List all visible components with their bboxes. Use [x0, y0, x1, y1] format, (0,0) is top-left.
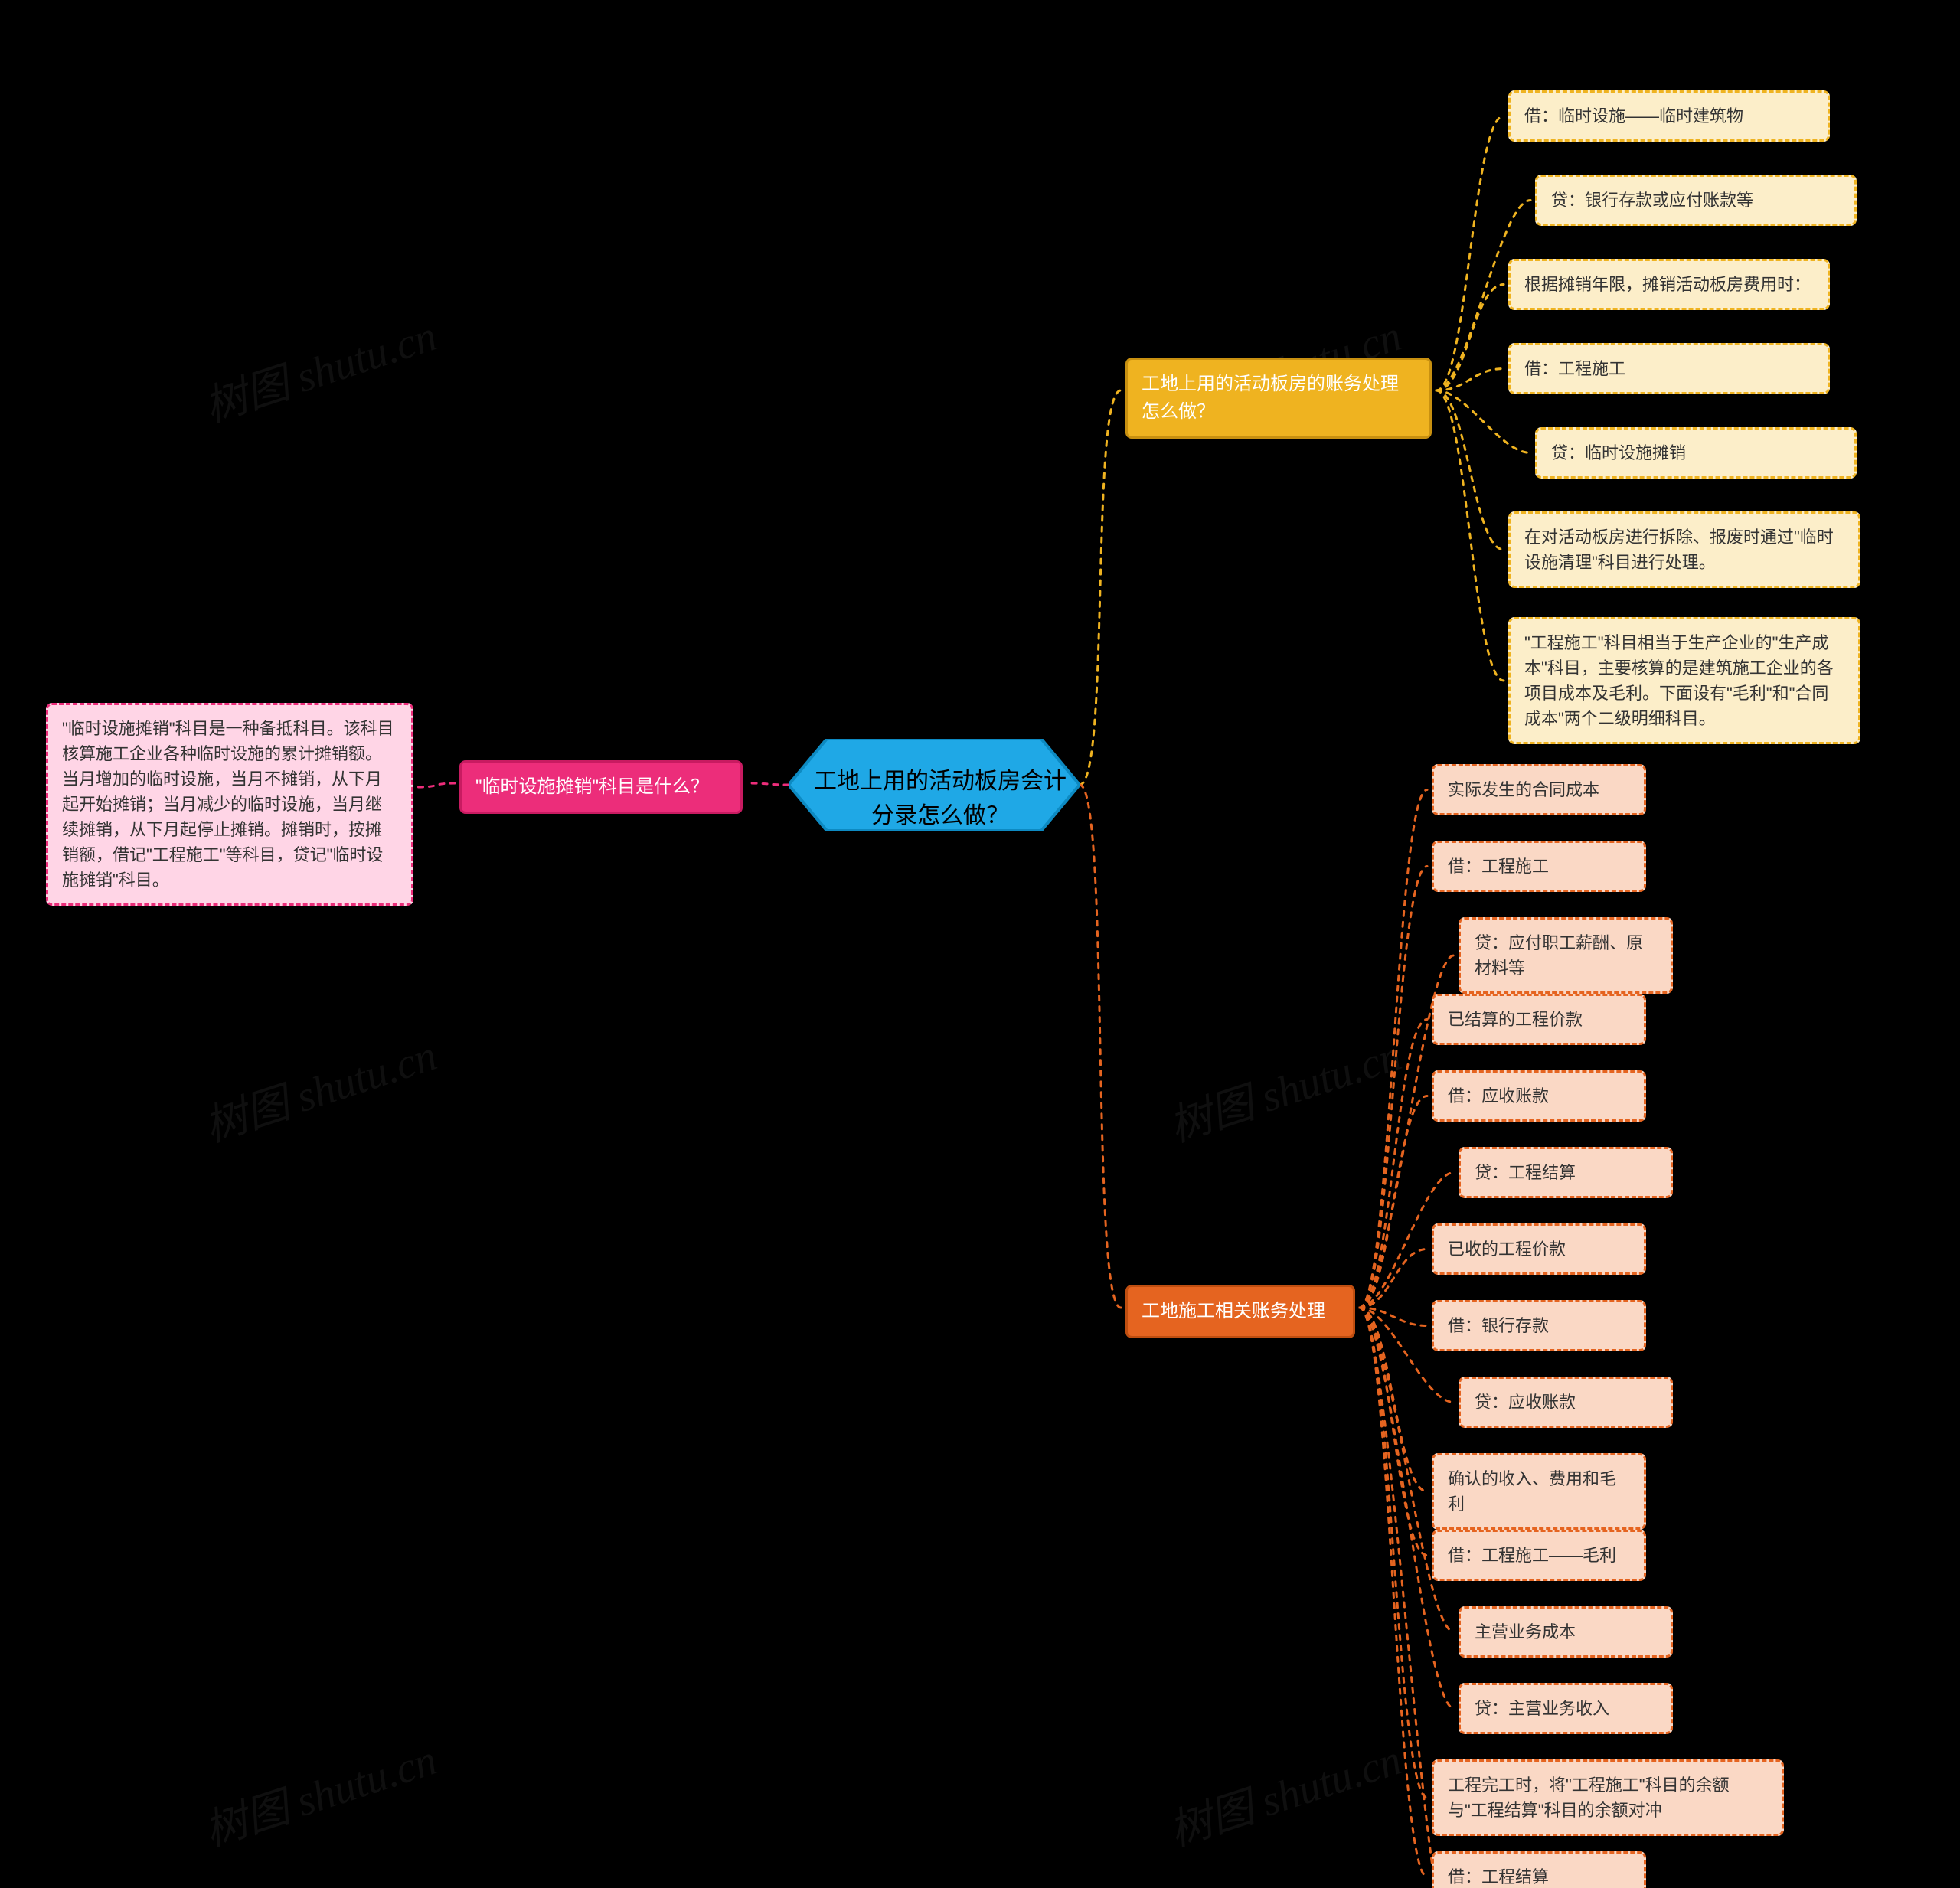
right-bottom-branch-label: 工地施工相关账务处理	[1125, 1285, 1355, 1338]
right-bottom-leaf: 借：工程结算	[1432, 1851, 1646, 1888]
diagram-canvas: 树图 shutu.cn 树图 shutu.cn 树图 shutu.cn 树图 shut…	[0, 0, 1960, 1888]
right-top-leaf: "工程施工"科目相当于生产企业的"生产成本"科目，主要核算的是建筑施工企业的各项…	[1508, 617, 1860, 744]
right-top-leaf: 贷：银行存款或应付账款等	[1535, 175, 1857, 226]
right-bottom-leaf: 工程完工时，将"工程施工"科目的余额与"工程结算"科目的余额对冲	[1432, 1759, 1784, 1836]
right-bottom-leaf: 主营业务成本	[1459, 1606, 1673, 1658]
right-bottom-leaf: 已结算的工程价款	[1432, 994, 1646, 1045]
right-top-leaf: 借：工程施工	[1508, 343, 1830, 394]
watermark: 树图 shutu.cn	[195, 1725, 443, 1858]
watermark: 树图 shutu.cn	[195, 301, 443, 434]
watermark: 树图 shutu.cn	[1160, 1021, 1408, 1154]
right-bottom-leaf: 借：工程施工	[1432, 841, 1646, 892]
left-branch-label: "临时设施摊销"科目是什么？	[459, 760, 743, 814]
right-top-leaf: 贷：临时设施摊销	[1535, 427, 1857, 479]
center-node: 工地上用的活动板房会计分录怎么做？	[789, 739, 1092, 858]
watermark: 树图 shutu.cn	[1160, 1725, 1408, 1858]
right-top-leaf: 根据摊销年限，摊销活动板房费用时：	[1508, 259, 1830, 310]
right-bottom-leaf: 贷：工程结算	[1459, 1147, 1673, 1198]
left-branch-leaf: "临时设施摊销"科目是一种备抵科目。该科目核算施工企业各种临时设施的累计摊销额。…	[46, 703, 413, 906]
right-bottom-leaf: 贷：主营业务收入	[1459, 1683, 1673, 1734]
right-bottom-leaf: 贷：应付职工薪酬、原材料等	[1459, 917, 1673, 994]
right-top-branch-label: 工地上用的活动板房的账务处理怎么做？	[1125, 358, 1432, 439]
right-bottom-leaf: 借：银行存款	[1432, 1300, 1646, 1351]
right-bottom-leaf: 确认的收入、费用和毛利	[1432, 1453, 1646, 1530]
right-top-leaf: 借：临时设施——临时建筑物	[1508, 90, 1830, 142]
right-bottom-leaf: 已收的工程价款	[1432, 1223, 1646, 1275]
right-bottom-leaf: 借：工程施工——毛利	[1432, 1530, 1646, 1581]
right-bottom-leaf: 借：应收账款	[1432, 1070, 1646, 1122]
right-bottom-leaf: 贷：应收账款	[1459, 1377, 1673, 1428]
right-top-leaf: 在对活动板房进行拆除、报废时通过"临时设施清理"科目进行处理。	[1508, 511, 1860, 588]
right-bottom-leaf: 实际发生的合同成本	[1432, 764, 1646, 815]
watermark: 树图 shutu.cn	[195, 1021, 443, 1154]
